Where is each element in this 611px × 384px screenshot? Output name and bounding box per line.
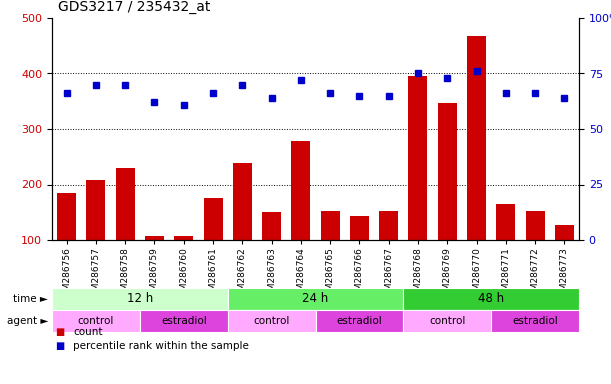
Bar: [491, 310, 579, 332]
Bar: [203, 199, 222, 240]
Bar: [140, 310, 228, 332]
Bar: [115, 168, 134, 240]
Text: estradiol: estradiol: [337, 316, 382, 326]
Bar: [409, 76, 428, 240]
Text: 48 h: 48 h: [478, 293, 504, 306]
Text: time ►: time ►: [13, 294, 48, 304]
Bar: [315, 310, 403, 332]
Text: ■: ■: [55, 328, 64, 338]
Text: count: count: [73, 328, 103, 338]
Bar: [350, 216, 369, 240]
Bar: [467, 36, 486, 240]
Bar: [233, 164, 252, 240]
Text: percentile rank within the sample: percentile rank within the sample: [73, 341, 249, 351]
Bar: [403, 310, 491, 332]
Bar: [262, 212, 281, 240]
Bar: [525, 211, 544, 240]
Bar: [52, 310, 140, 332]
Text: 12 h: 12 h: [126, 293, 153, 306]
Bar: [496, 204, 515, 240]
Bar: [86, 180, 106, 240]
Text: control: control: [429, 316, 466, 326]
Bar: [174, 235, 193, 240]
Text: estradiol: estradiol: [512, 316, 558, 326]
Bar: [228, 288, 403, 310]
Bar: [321, 211, 340, 240]
Text: GDS3217 / 235432_at: GDS3217 / 235432_at: [58, 0, 210, 14]
Bar: [379, 211, 398, 240]
Text: estradiol: estradiol: [161, 316, 207, 326]
Text: control: control: [254, 316, 290, 326]
Text: control: control: [78, 316, 114, 326]
Bar: [403, 288, 579, 310]
Text: ■: ■: [55, 341, 64, 351]
Bar: [52, 288, 228, 310]
Bar: [57, 193, 76, 240]
Bar: [145, 235, 164, 240]
Bar: [228, 310, 315, 332]
Text: agent ►: agent ►: [7, 316, 48, 326]
Text: 24 h: 24 h: [302, 293, 329, 306]
Bar: [291, 141, 310, 240]
Bar: [555, 225, 574, 240]
Bar: [437, 103, 457, 240]
